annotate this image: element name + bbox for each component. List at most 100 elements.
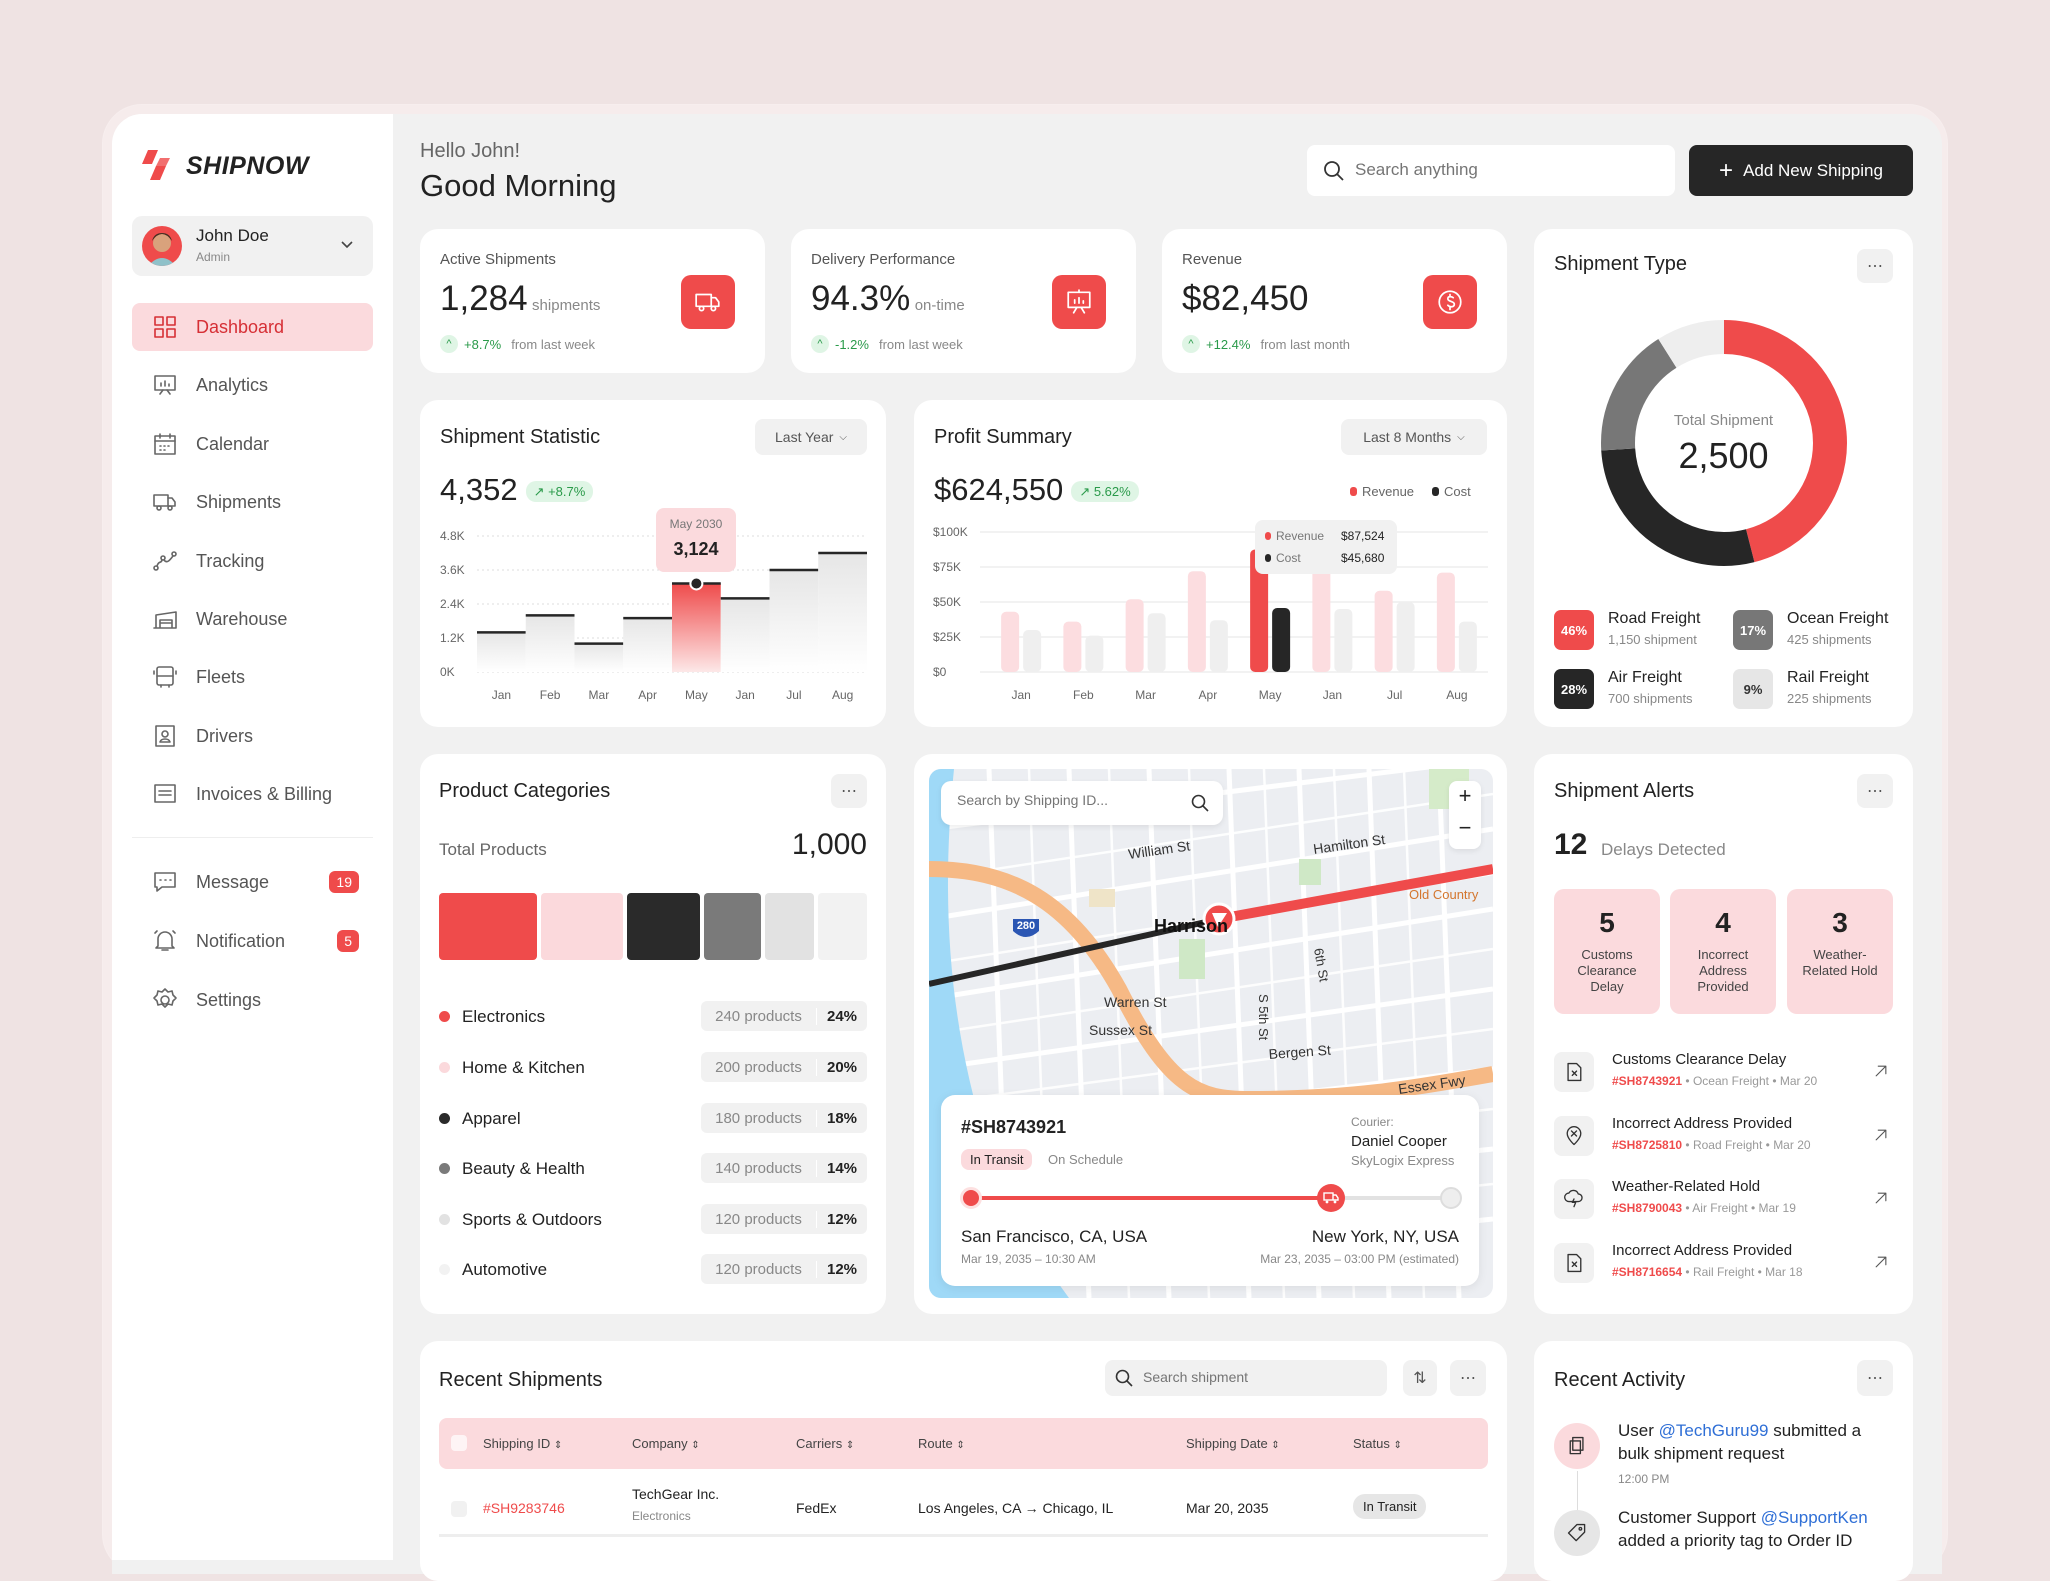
- more-options-button[interactable]: ⋯: [1857, 1360, 1893, 1396]
- category-count: 120 products: [701, 1260, 817, 1278]
- zoom-out-button[interactable]: −: [1458, 815, 1472, 840]
- open-alert-button[interactable]: [1872, 1062, 1890, 1085]
- alert-icon-box: [1554, 1179, 1594, 1219]
- kpi-label: Active Shipments: [440, 251, 556, 268]
- category-row[interactable]: Apparel 180 products 18%: [439, 1103, 867, 1133]
- alert-summary-box[interactable]: 5 Customs Clearance Delay: [1554, 889, 1660, 1014]
- open-alert-button[interactable]: [1872, 1253, 1890, 1276]
- category-row[interactable]: Beauty & Health 140 products 14%: [439, 1153, 867, 1183]
- delays-label: Delays Detected: [1601, 840, 1726, 859]
- segment-label: Road Freight: [1608, 610, 1701, 627]
- alert-summary-box[interactable]: 3 Weather-Related Hold: [1787, 889, 1893, 1014]
- category-stats: 140 products 14%: [701, 1153, 867, 1183]
- sidebar-item-fleets[interactable]: Fleets: [132, 653, 373, 701]
- activity-suffix: submitted a bulk shipment request: [1618, 1421, 1862, 1463]
- alert-icon-box: [1554, 1052, 1594, 1092]
- shipment-search-input[interactable]: [1143, 1369, 1363, 1385]
- shipment-type-legend-item: 46% Road Freight 1,150 shipment: [1554, 610, 1724, 652]
- alert-item[interactable]: Customs Clearance Delay #SH8743921 • Oce…: [1554, 1051, 1893, 1092]
- range-label: Last 8 Months: [1363, 429, 1452, 445]
- alert-summary-label: Incorrect Address Provided: [1697, 947, 1749, 994]
- activity-suffix: added a priority tag to Order ID: [1618, 1531, 1853, 1550]
- alert-shipment-id: #SH8743921: [1612, 1074, 1683, 1088]
- sidebar-item-tracking[interactable]: Tracking: [132, 537, 373, 585]
- x-tick-label: May: [1259, 688, 1282, 702]
- table-row[interactable]: #SH9283746 TechGear Inc. Electronics Fed…: [439, 1481, 1488, 1537]
- courier-company: SkyLogix Express: [1351, 1153, 1455, 1168]
- sidebar-item-analytics[interactable]: Analytics: [132, 361, 373, 409]
- sidebar-item-shipments[interactable]: Shipments: [132, 478, 373, 526]
- activity-icon: [1554, 1423, 1600, 1469]
- recent-activity-title: Recent Activity: [1554, 1369, 1686, 1391]
- global-search[interactable]: [1307, 145, 1675, 196]
- more-options-button[interactable]: ⋯: [1857, 249, 1893, 283]
- column-header[interactable]: Shipping ID ⇕: [483, 1418, 562, 1471]
- category-row[interactable]: Automotive 120 products 12%: [439, 1254, 867, 1284]
- alert-item[interactable]: Weather-Related Hold #SH8790043 • Air Fr…: [1554, 1178, 1893, 1219]
- shipment-search[interactable]: [1105, 1360, 1387, 1396]
- open-alert-button[interactable]: [1872, 1126, 1890, 1149]
- profit-total-value: $624,550: [934, 472, 1064, 507]
- sidebar-item-message[interactable]: Message 19: [132, 858, 373, 906]
- table-header: Shipping ID ⇕ Company ⇕ Carriers ⇕ Route ⇕ S…: [439, 1418, 1488, 1469]
- bar-cost-jul: [1396, 602, 1415, 672]
- sidebar-item-label: Notification: [196, 930, 286, 951]
- open-alert-button[interactable]: [1872, 1189, 1890, 1212]
- category-count: 200 products: [701, 1058, 817, 1076]
- category-row[interactable]: Electronics 240 products 24%: [439, 1001, 867, 1031]
- x-tick-label: Aug: [1446, 688, 1467, 702]
- sidebar-item-notification[interactable]: Notification 5: [132, 917, 373, 965]
- more-options-button[interactable]: ⋯: [831, 774, 867, 808]
- brand-name: SHIPNOW: [186, 151, 309, 180]
- alert-meta: #SH8743921 • Ocean Freight • Mar 20: [1612, 1074, 1818, 1088]
- column-header[interactable]: Company ⇕: [632, 1418, 700, 1471]
- destination-dot: [1440, 1187, 1462, 1209]
- user-role: Admin: [196, 250, 231, 264]
- logo[interactable]: SHIPNOW: [142, 150, 309, 182]
- column-header[interactable]: Carriers ⇕: [796, 1418, 854, 1471]
- range-dropdown[interactable]: Last Year ⌵: [755, 419, 867, 455]
- sidebar-item-label: Fleets: [196, 666, 246, 687]
- map-search[interactable]: [941, 781, 1223, 825]
- map-search-input[interactable]: [957, 792, 1177, 808]
- add-new-shipping-button[interactable]: + Add New Shipping: [1689, 145, 1913, 196]
- column-header[interactable]: Status ⇕: [1353, 1418, 1402, 1471]
- segment-count: 425 shipments: [1787, 632, 1872, 647]
- alert-summary-box[interactable]: 4 Incorrect Address Provided: [1670, 889, 1776, 1014]
- sidebar-item-warehouse[interactable]: Warehouse: [132, 595, 373, 643]
- sidebar-divider: [132, 837, 373, 838]
- sidebar-item-calendar[interactable]: Calendar: [132, 420, 373, 468]
- change-chip: ↗ +8.7%: [525, 480, 594, 502]
- tracking-map-card: 280 William St Hamilton St Old Country H…: [914, 754, 1507, 1314]
- sidebar-item-invoices-billing[interactable]: Invoices & Billing: [132, 770, 373, 818]
- file-x-icon: [1567, 1253, 1582, 1273]
- percent-badge: 28%: [1554, 669, 1594, 709]
- column-header[interactable]: Shipping Date ⇕: [1186, 1418, 1280, 1471]
- sidebar-item-drivers[interactable]: Drivers: [132, 712, 373, 760]
- category-row[interactable]: Home & Kitchen 200 products 20%: [439, 1052, 867, 1082]
- row-checkbox[interactable]: [451, 1501, 467, 1517]
- column-header[interactable]: Route ⇕: [918, 1418, 965, 1471]
- range-dropdown[interactable]: Last 8 Months ⌵: [1341, 419, 1487, 455]
- alert-item[interactable]: Incorrect Address Provided #SH8725810 • …: [1554, 1115, 1893, 1156]
- more-options-button[interactable]: ⋯: [1857, 774, 1893, 808]
- shipment-alerts-card: Shipment Alerts ⋯ 12 Delays Detected 5 C…: [1534, 754, 1913, 1314]
- sort-filter-button[interactable]: ⇅: [1403, 1360, 1437, 1396]
- search-input[interactable]: [1355, 157, 1655, 183]
- alert-item[interactable]: Incorrect Address Provided #SH8716654 • …: [1554, 1242, 1893, 1283]
- user-mention-link[interactable]: @TechGuru99: [1658, 1421, 1769, 1440]
- range-label: Last Year: [775, 429, 834, 445]
- shipping-id-link[interactable]: #SH9283746: [483, 1500, 565, 1516]
- profile-switcher[interactable]: John Doe Admin: [132, 216, 373, 276]
- sidebar-item-settings[interactable]: Settings: [132, 976, 373, 1024]
- zoom-in-button[interactable]: +: [1458, 783, 1472, 808]
- schedule-status: On Schedule: [1048, 1152, 1124, 1167]
- courier-name: Daniel Cooper: [1351, 1133, 1447, 1150]
- user-mention-link[interactable]: @SupportKen: [1760, 1508, 1868, 1527]
- sidebar-item-dashboard[interactable]: Dashboard: [132, 303, 373, 351]
- category-row[interactable]: Sports & Outdoors 120 products 12%: [439, 1204, 867, 1234]
- select-all-checkbox[interactable]: [451, 1435, 467, 1451]
- bar-cost-mar: [1147, 613, 1166, 672]
- more-options-button[interactable]: ⋯: [1450, 1360, 1486, 1396]
- legend-cost-label: Cost: [1444, 484, 1471, 499]
